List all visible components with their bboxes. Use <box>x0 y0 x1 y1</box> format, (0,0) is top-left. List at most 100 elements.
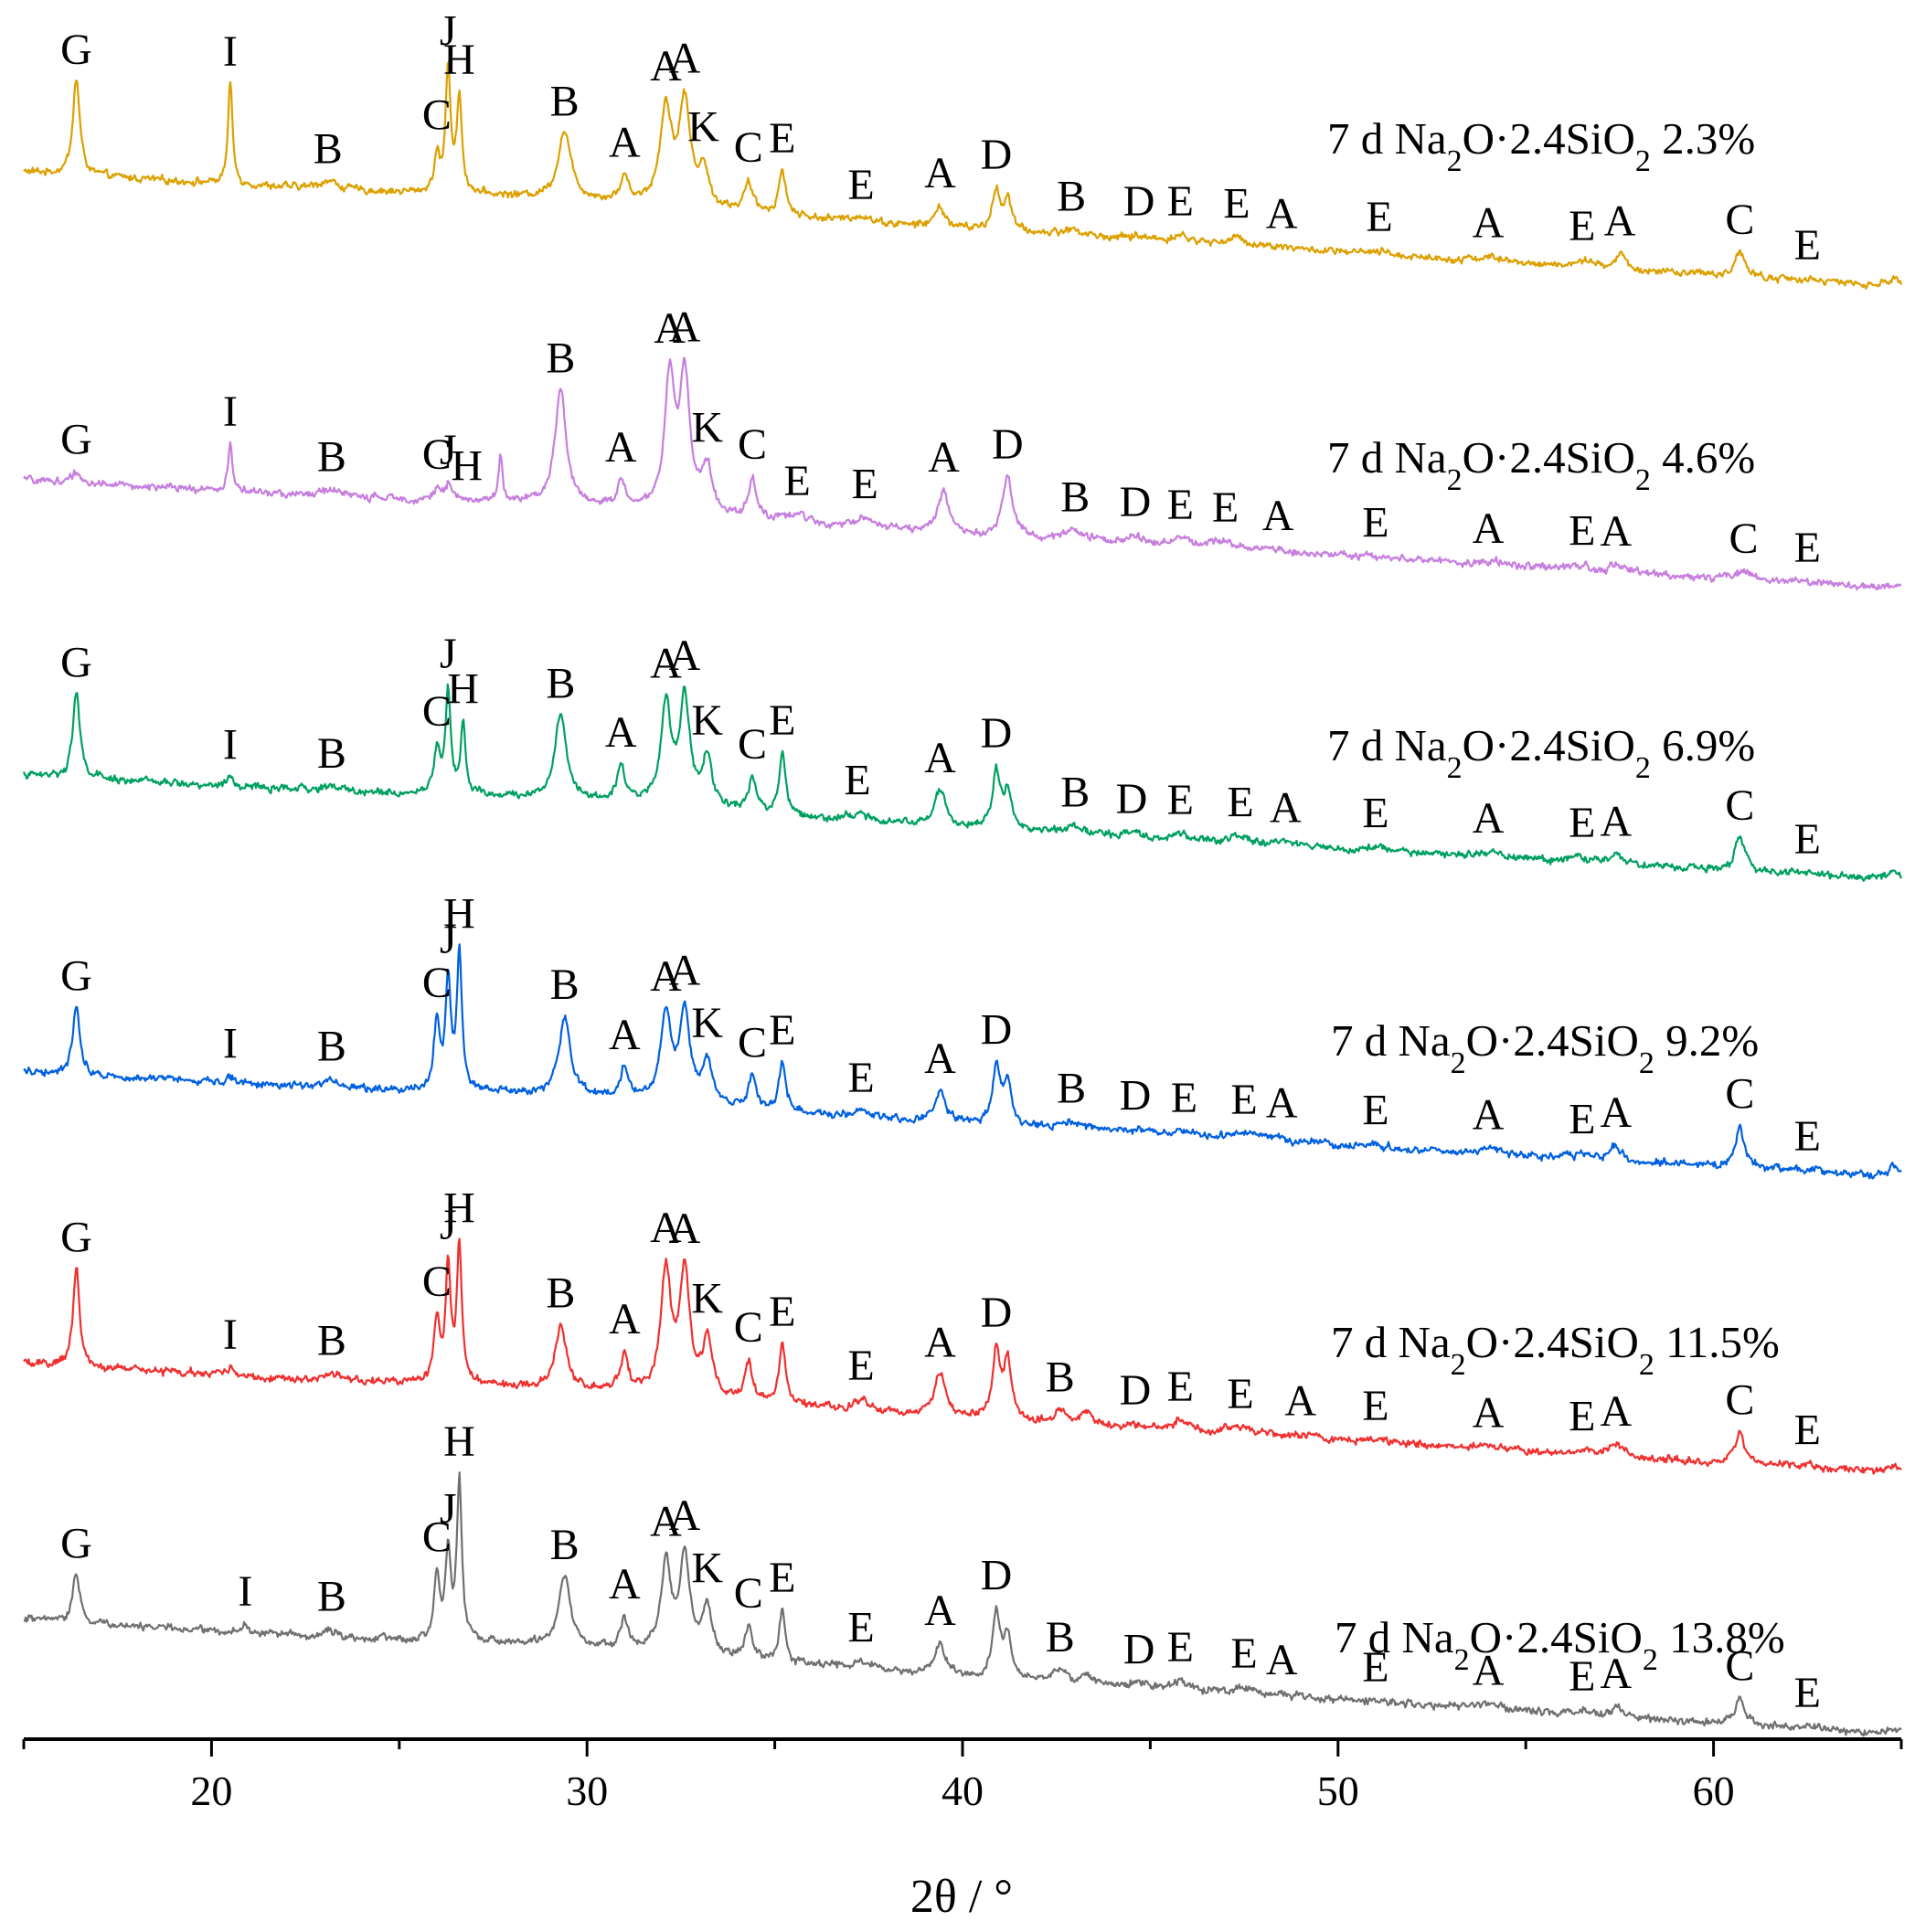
peak-label: A <box>1600 1088 1632 1137</box>
peak-label: A <box>924 734 956 782</box>
peak-label: A <box>1473 1646 1505 1694</box>
peak-label: A <box>1266 1636 1298 1684</box>
peak-label: J <box>440 426 457 474</box>
peak-label: J <box>440 1485 457 1534</box>
peak-label: C <box>422 687 452 736</box>
peak-label: A <box>924 1587 956 1635</box>
peak-label: D <box>981 1551 1013 1599</box>
peak-label: A <box>1284 1376 1316 1425</box>
peak-label: E <box>1227 1370 1253 1418</box>
peak-label: A <box>1473 794 1505 843</box>
peak-label: E <box>1223 180 1250 228</box>
peak-label: C <box>738 720 767 769</box>
peak-label: J <box>440 630 457 678</box>
peak-label: E <box>1794 815 1821 864</box>
x-tick-label: 50 <box>1317 1767 1359 1814</box>
peak-label: E <box>1167 1363 1194 1411</box>
peak-label: G <box>60 638 92 686</box>
peak-label: H <box>447 665 479 714</box>
peak-label: E <box>784 457 811 505</box>
peak-label: A <box>1266 190 1298 239</box>
peak-label: E <box>1362 498 1388 547</box>
peak-label: A <box>605 423 637 472</box>
peak-label: D <box>981 131 1013 179</box>
peak-label: D <box>1123 1626 1155 1674</box>
peak-label: A <box>1473 1090 1505 1139</box>
peak-label: E <box>1230 1629 1257 1678</box>
peak-label: A <box>1266 1078 1298 1127</box>
peak-label: A <box>1604 196 1636 245</box>
peak-label: A <box>669 632 701 680</box>
peak-label: C <box>734 1303 763 1352</box>
peak-label: A <box>1473 198 1505 247</box>
peak-label: K <box>691 999 723 1047</box>
xrd-series-2 <box>23 356 1902 591</box>
peak-label: A <box>924 149 956 197</box>
peak-label: A <box>669 303 701 352</box>
peak-label: E <box>1794 1112 1821 1161</box>
peak-label: K <box>691 404 723 452</box>
peak-label: C <box>422 959 452 1007</box>
peak-label: B <box>1057 1065 1086 1113</box>
peak-label: E <box>1366 193 1392 241</box>
peak-label: C <box>738 1018 767 1067</box>
peak-label: A <box>605 708 637 757</box>
peak-label: D <box>1120 1071 1152 1120</box>
peak-label: G <box>60 1520 92 1568</box>
peak-label: C <box>1725 1070 1754 1119</box>
peak-label: C <box>422 1258 452 1306</box>
peak-label: E <box>1794 524 1821 572</box>
x-tick-label: 60 <box>1693 1767 1735 1814</box>
peak-label: K <box>691 1274 723 1322</box>
peak-label: A <box>669 1491 701 1540</box>
peak-label: E <box>769 696 795 745</box>
xrd-series-1 <box>23 60 1903 290</box>
peak-label: A <box>924 1318 956 1366</box>
peak-label: A <box>650 639 682 687</box>
peak-label: I <box>238 1567 252 1616</box>
peak-label: I <box>223 1019 238 1067</box>
peak-label: A <box>1473 504 1505 553</box>
peak-label: B <box>317 1573 346 1621</box>
peak-label: C <box>1725 196 1754 244</box>
peak-label: E <box>1167 481 1194 529</box>
peak-label: E <box>769 1288 795 1336</box>
x-tick-label: 40 <box>942 1767 984 1814</box>
peak-label: I <box>223 721 238 770</box>
peak-label: A <box>650 1498 682 1546</box>
peak-label: B <box>1046 1613 1075 1661</box>
peak-label: E <box>1794 1406 1821 1454</box>
peak-label: E <box>1362 1643 1388 1692</box>
peak-label: B <box>314 125 343 174</box>
peak-label: D <box>981 1289 1013 1337</box>
peak-label: C <box>1725 1641 1754 1690</box>
peak-label: K <box>691 1544 723 1592</box>
peak-label: A <box>650 42 682 90</box>
peak-label: G <box>60 952 92 1001</box>
peak-label: E <box>847 1054 874 1102</box>
peak-label: D <box>992 420 1024 469</box>
peak-label: A <box>609 1560 641 1608</box>
peak-label: D <box>1120 1366 1152 1415</box>
peak-label: C <box>422 91 452 140</box>
x-tick-label: 20 <box>190 1767 232 1814</box>
peak-label: B <box>550 77 580 125</box>
peak-label: E <box>1212 483 1239 532</box>
peak-label: B <box>546 1269 575 1317</box>
peak-label: H <box>443 1184 475 1233</box>
peak-label: C <box>422 1513 452 1562</box>
peak-label: E <box>1362 789 1388 837</box>
peak-label: H <box>443 889 475 938</box>
peak-label: B <box>550 961 580 1009</box>
peak-label: E <box>1569 202 1595 250</box>
peak-label: C <box>1725 1376 1754 1425</box>
peak-label: E <box>769 1554 795 1602</box>
peak-label: C <box>422 430 452 479</box>
peak-label: B <box>546 334 575 382</box>
peak-label: C <box>734 1569 763 1618</box>
x-axis: 20 30 40 50 60 2θ / ° <box>22 1737 1903 1923</box>
xrd-series-3 <box>22 683 1903 882</box>
peak-label: I <box>223 27 238 76</box>
peak-label: A <box>1600 798 1632 846</box>
